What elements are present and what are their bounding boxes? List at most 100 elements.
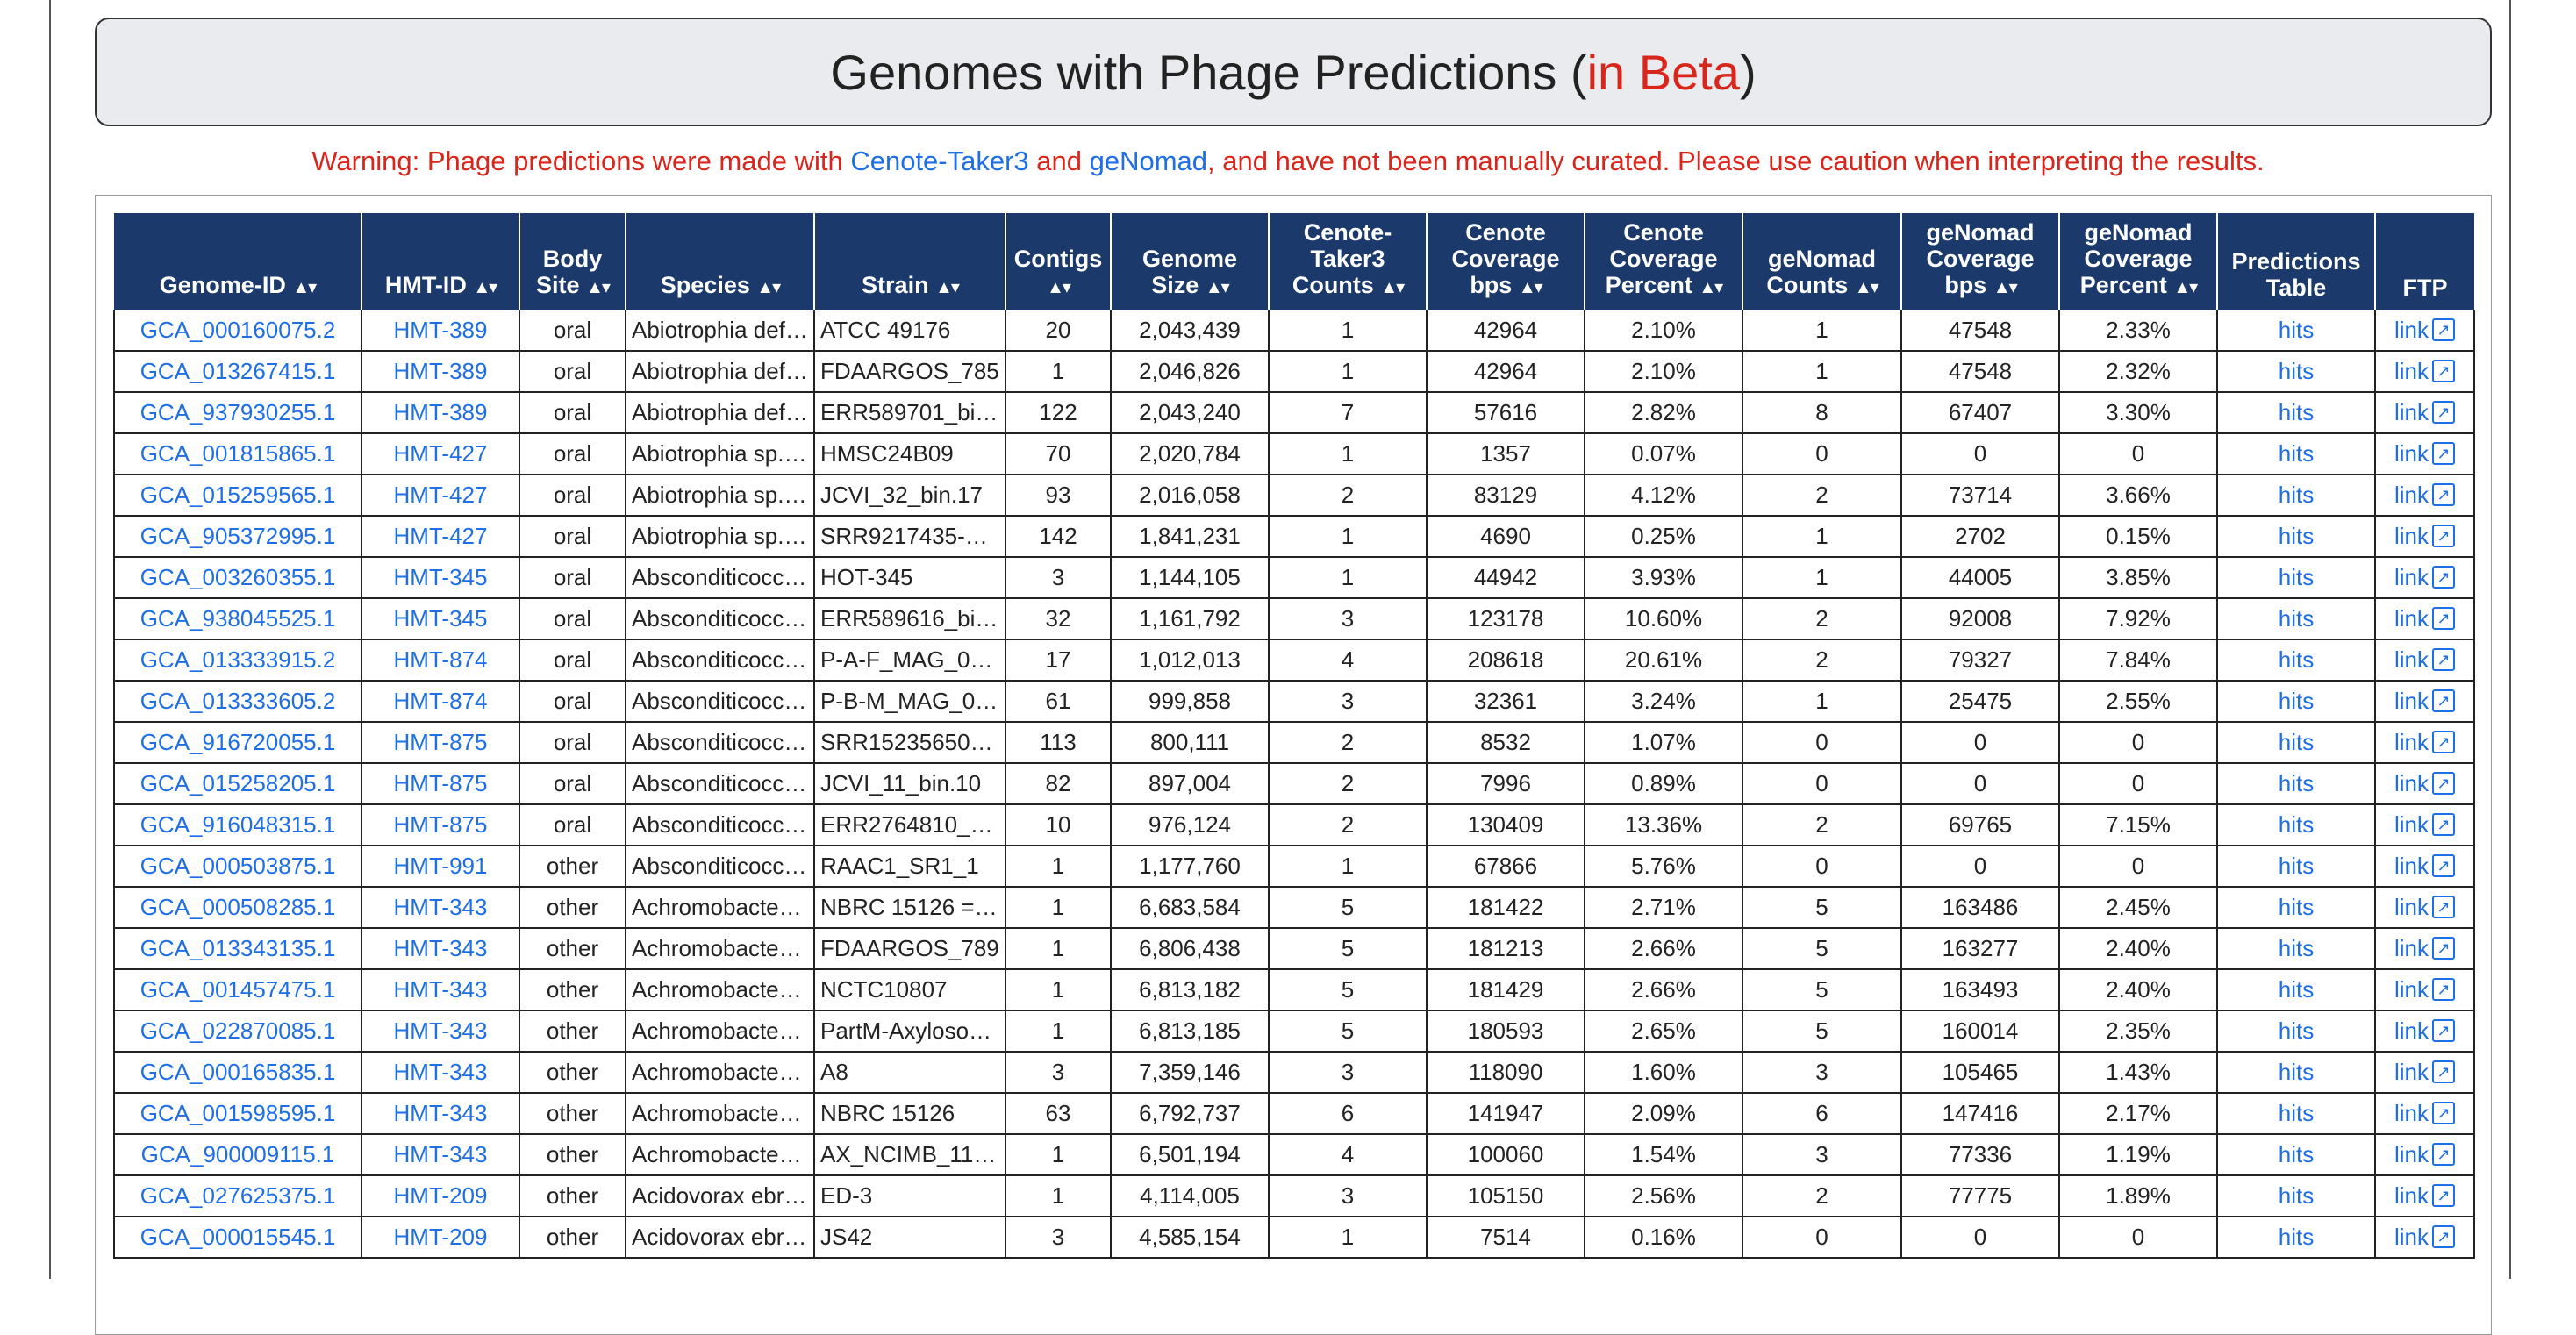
hmt-id-link[interactable]: HMT-389 xyxy=(393,399,488,425)
hmt-id-link[interactable]: HMT-427 xyxy=(393,523,488,549)
hmt-id-link[interactable]: HMT-343 xyxy=(393,894,488,920)
external-link-icon[interactable]: ↗ xyxy=(2432,1143,2455,1167)
ftp-link[interactable]: link ↗ xyxy=(2394,1182,2455,1209)
ftp-link[interactable]: link ↗ xyxy=(2394,564,2455,590)
external-link-icon[interactable]: ↗ xyxy=(2432,978,2455,1002)
hmt-id-link[interactable]: HMT-874 xyxy=(393,646,488,673)
column-header-species[interactable]: Species ▲▾ xyxy=(626,213,815,310)
sort-arrows-icon[interactable]: ▲▾ xyxy=(2173,278,2198,297)
genome-id-link[interactable]: GCA_022870085.1 xyxy=(140,1017,336,1044)
hmt-id-link[interactable]: HMT-343 xyxy=(393,1100,488,1126)
sort-arrows-icon[interactable]: ▲▾ xyxy=(473,278,497,297)
genome-id-link[interactable]: GCA_013267415.1 xyxy=(140,358,336,384)
hits-link[interactable]: hits xyxy=(2278,894,2315,920)
hits-link[interactable]: hits xyxy=(2278,935,2315,961)
column-header-strain[interactable]: Strain ▲▾ xyxy=(814,213,1006,310)
hits-link[interactable]: hits xyxy=(2278,729,2315,755)
hits-link[interactable]: hits xyxy=(2278,811,2315,838)
external-link-icon[interactable]: ↗ xyxy=(2432,854,2455,878)
genome-id-link[interactable]: GCA_027625375.1 xyxy=(140,1182,336,1209)
external-link-icon[interactable]: ↗ xyxy=(2432,525,2455,548)
hits-link[interactable]: hits xyxy=(2278,1141,2315,1167)
genome-id-link[interactable]: GCA_000165835.1 xyxy=(140,1059,336,1085)
column-header-contigs[interactable]: Contigs ▲▾ xyxy=(1005,213,1112,310)
hits-link[interactable]: hits xyxy=(2278,523,2315,549)
ftp-link[interactable]: link ↗ xyxy=(2394,688,2455,714)
hits-link[interactable]: hits xyxy=(2278,440,2315,467)
genome-id-link[interactable]: GCA_001815865.1 xyxy=(140,440,336,467)
hmt-id-link[interactable]: HMT-427 xyxy=(393,482,488,508)
hits-link[interactable]: hits xyxy=(2278,399,2315,425)
column-header-genome-id[interactable]: Genome-ID ▲▾ xyxy=(114,213,362,310)
genome-id-link[interactable]: GCA_000508285.1 xyxy=(140,894,336,920)
genomad-link[interactable]: geNomad xyxy=(1089,146,1208,176)
genome-id-link[interactable]: GCA_916720055.1 xyxy=(140,729,336,755)
external-link-icon[interactable]: ↗ xyxy=(2432,896,2455,919)
ftp-link[interactable]: link ↗ xyxy=(2394,1059,2455,1085)
genome-id-link[interactable]: GCA_905372995.1 xyxy=(140,523,336,549)
genome-id-link[interactable]: GCA_003260355.1 xyxy=(140,564,336,590)
ftp-link[interactable]: link ↗ xyxy=(2394,646,2455,673)
column-header-cenote[interactable]: Cenote Coverage Percent ▲▾ xyxy=(1585,213,1743,310)
ftp-link[interactable]: link ↗ xyxy=(2394,1224,2455,1250)
sort-arrows-icon[interactable]: ▲▾ xyxy=(1699,278,1723,297)
hits-link[interactable]: hits xyxy=(2278,1059,2315,1085)
hits-link[interactable]: hits xyxy=(2278,316,2315,343)
ftp-link[interactable]: link ↗ xyxy=(2394,976,2455,1003)
ftp-link[interactable]: link ↗ xyxy=(2394,811,2455,838)
external-link-icon[interactable]: ↗ xyxy=(2432,483,2455,507)
ftp-link[interactable]: link ↗ xyxy=(2394,523,2455,549)
hmt-id-link[interactable]: HMT-345 xyxy=(393,564,488,590)
external-link-icon[interactable]: ↗ xyxy=(2432,648,2455,672)
sort-arrows-icon[interactable]: ▲▾ xyxy=(1993,278,2018,297)
genome-id-link[interactable]: GCA_938045525.1 xyxy=(140,605,336,632)
sort-arrows-icon[interactable]: ▲▾ xyxy=(935,278,960,297)
genome-id-link[interactable]: GCA_916048315.1 xyxy=(140,811,336,838)
genome-id-link[interactable]: GCA_013333605.2 xyxy=(140,688,336,714)
hits-link[interactable]: hits xyxy=(2278,1017,2315,1044)
hits-link[interactable]: hits xyxy=(2278,482,2315,508)
genome-id-link[interactable]: GCA_000015545.1 xyxy=(140,1224,336,1250)
hits-link[interactable]: hits xyxy=(2278,853,2315,879)
table-container[interactable]: Genome-ID ▲▾ HMT-ID ▲▾ Body Site ▲▾ Species … xyxy=(95,195,2492,1335)
genome-id-link[interactable]: GCA_001598595.1 xyxy=(140,1100,336,1126)
genome-id-link[interactable]: GCA_015259565.1 xyxy=(140,482,336,508)
ftp-link[interactable]: link ↗ xyxy=(2394,1100,2455,1126)
hits-link[interactable]: hits xyxy=(2278,1224,2315,1250)
genome-id-link[interactable]: GCA_937930255.1 xyxy=(140,399,336,425)
sort-arrows-icon[interactable]: ▲▾ xyxy=(756,278,781,297)
hmt-id-link[interactable]: HMT-343 xyxy=(393,976,488,1003)
ftp-link[interactable]: link ↗ xyxy=(2394,770,2455,796)
hmt-id-link[interactable]: HMT-389 xyxy=(393,316,488,343)
hmt-id-link[interactable]: HMT-875 xyxy=(393,770,488,796)
ftp-link[interactable]: link ↗ xyxy=(2394,358,2455,384)
hits-link[interactable]: hits xyxy=(2278,688,2315,714)
sort-arrows-icon[interactable]: ▲▾ xyxy=(1047,278,1071,297)
sort-arrows-icon[interactable]: ▲▾ xyxy=(1380,278,1405,297)
ftp-link[interactable]: link ↗ xyxy=(2394,1141,2455,1167)
ftp-link[interactable]: link ↗ xyxy=(2394,317,2455,343)
external-link-icon[interactable]: ↗ xyxy=(2432,689,2455,713)
sort-arrows-icon[interactable]: ▲▾ xyxy=(292,278,317,297)
genome-id-link[interactable]: GCA_001457475.1 xyxy=(140,976,336,1003)
hmt-id-link[interactable]: HMT-874 xyxy=(393,688,488,714)
column-header-hmt-id[interactable]: HMT-ID ▲▾ xyxy=(361,213,520,310)
external-link-icon[interactable]: ↗ xyxy=(2432,360,2455,383)
external-link-icon[interactable]: ↗ xyxy=(2432,318,2455,341)
hits-link[interactable]: hits xyxy=(2278,646,2315,673)
hits-link[interactable]: hits xyxy=(2278,976,2315,1003)
genome-id-link[interactable]: GCA_000503875.1 xyxy=(140,853,336,879)
hmt-id-link[interactable]: HMT-427 xyxy=(393,440,488,467)
ftp-link[interactable]: link ↗ xyxy=(2394,482,2455,508)
hits-link[interactable]: hits xyxy=(2278,605,2315,632)
hits-link[interactable]: hits xyxy=(2278,564,2315,590)
sort-arrows-icon[interactable]: ▲▾ xyxy=(586,278,611,297)
ftp-link[interactable]: link ↗ xyxy=(2394,1017,2455,1044)
external-link-icon[interactable]: ↗ xyxy=(2432,731,2455,754)
genome-id-link[interactable]: GCA_013333915.2 xyxy=(140,646,336,673)
column-header-cenote[interactable]: Cenote- Taker3 Counts ▲▾ xyxy=(1269,213,1428,310)
ftp-link[interactable]: link ↗ xyxy=(2394,605,2455,632)
external-link-icon[interactable]: ↗ xyxy=(2432,401,2455,425)
genome-id-link[interactable]: GCA_013343135.1 xyxy=(140,935,336,961)
external-link-icon[interactable]: ↗ xyxy=(2432,1184,2455,1208)
